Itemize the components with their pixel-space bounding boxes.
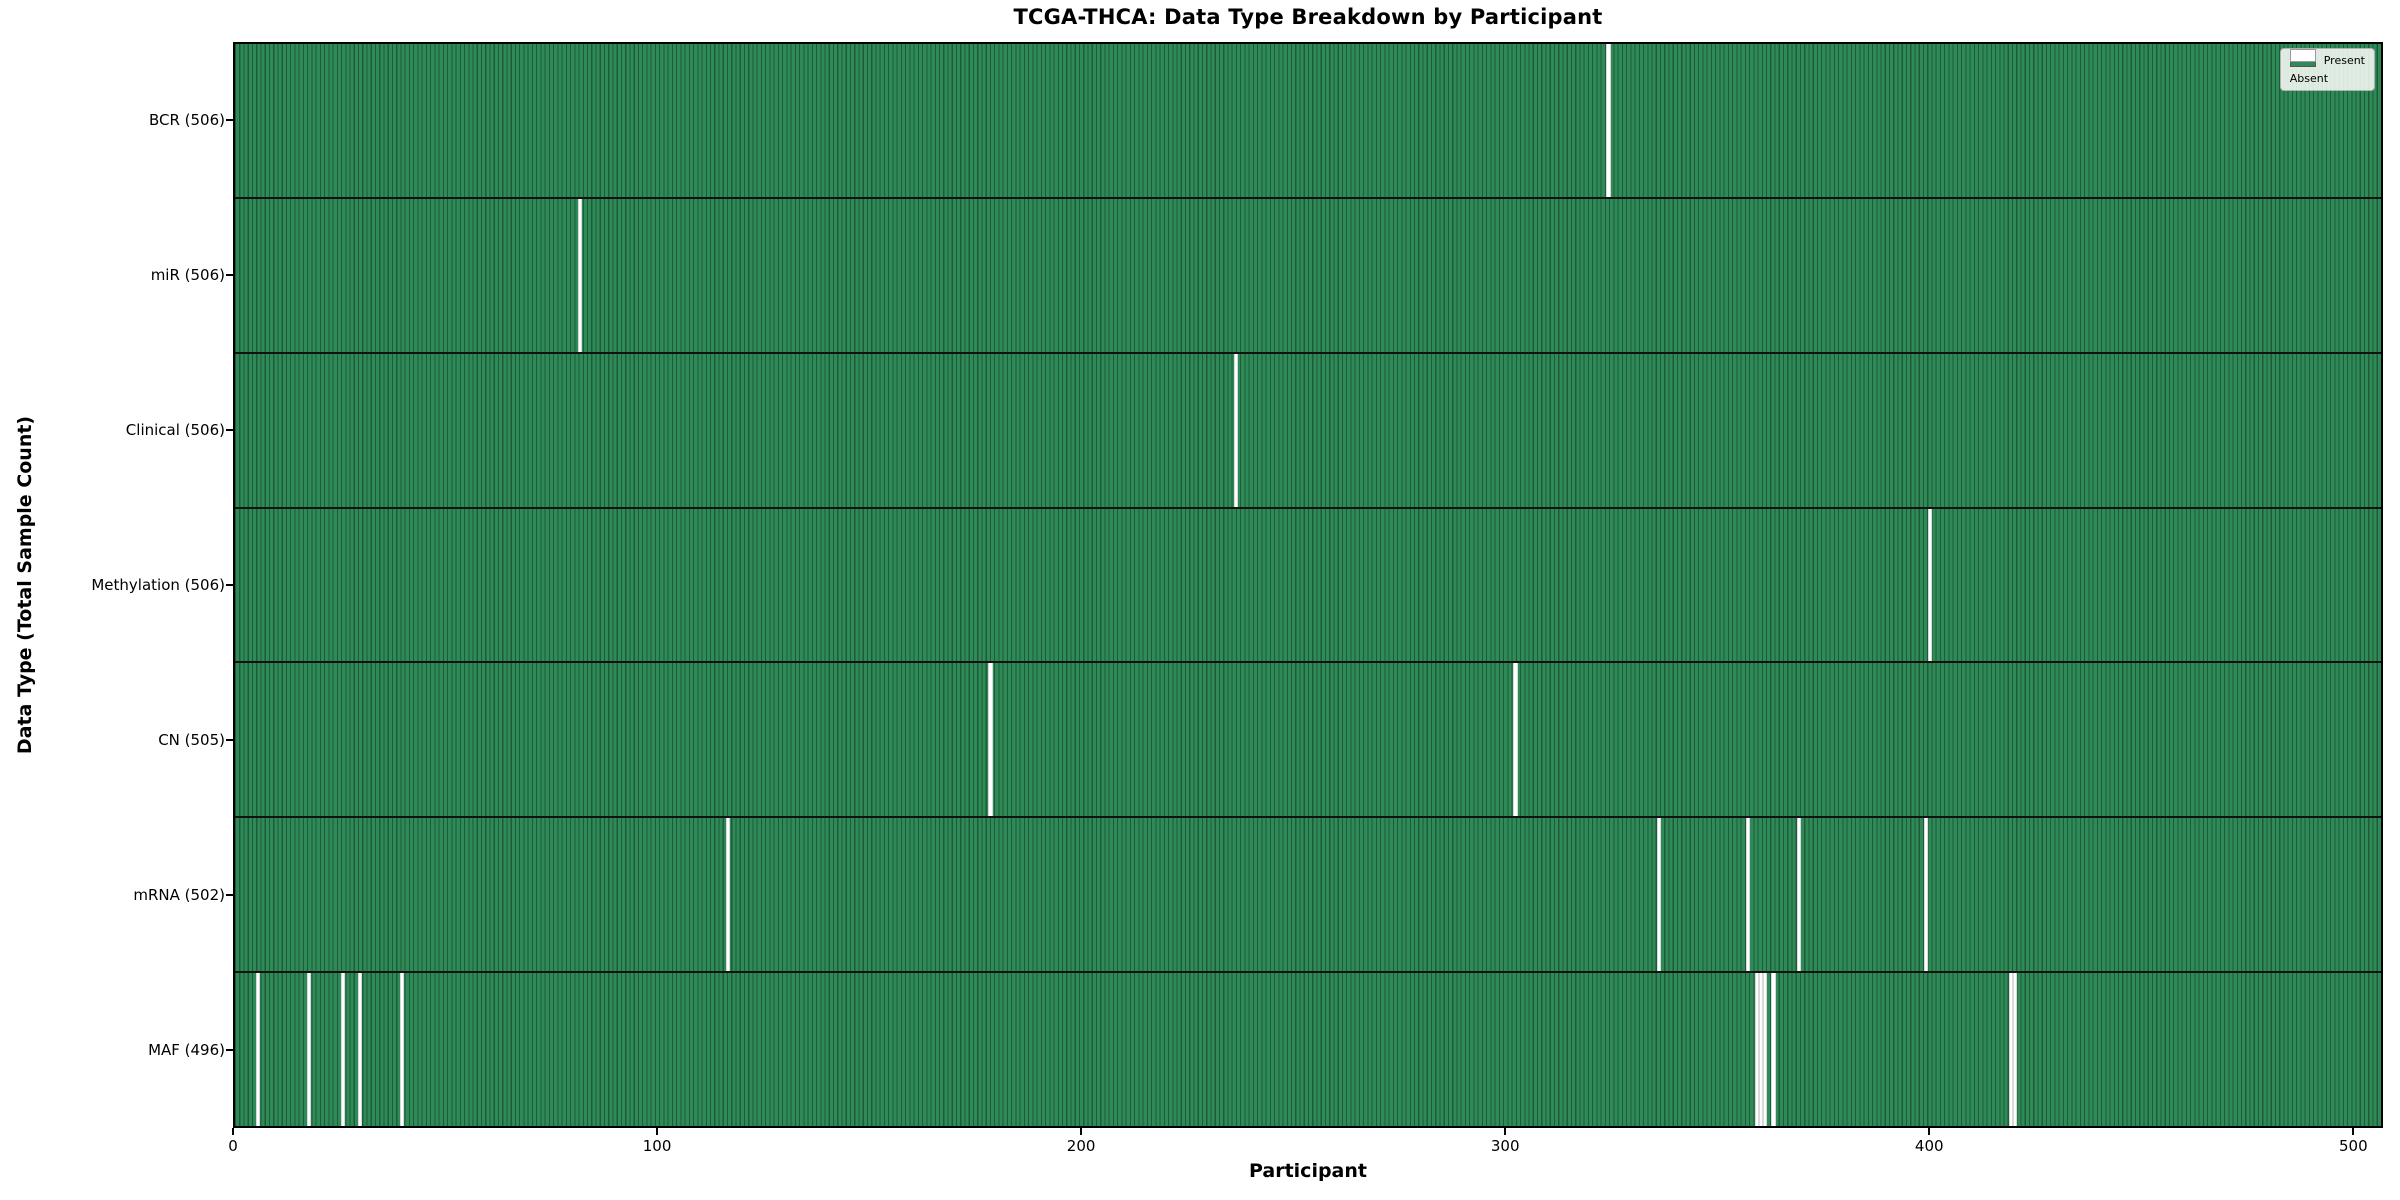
x-tick-label: 400 bbox=[1914, 1137, 1944, 1155]
absent-marker bbox=[357, 973, 362, 1127]
absent-marker bbox=[725, 818, 731, 972]
x-tick-mark bbox=[1080, 1128, 1083, 1135]
absent-marker bbox=[1796, 818, 1802, 972]
y-tick-label: Methylation (506) bbox=[91, 576, 225, 594]
y-tick-mark bbox=[226, 428, 233, 431]
x-tick-label: 0 bbox=[228, 1137, 238, 1155]
x-tick-label: 300 bbox=[1490, 1137, 1520, 1155]
legend: Present Absent bbox=[2279, 48, 2375, 91]
y-tick-label: Clinical (506) bbox=[125, 420, 225, 439]
x-axis-label: Participant bbox=[1248, 1160, 1367, 1182]
absent-marker bbox=[1233, 353, 1239, 507]
absent-marker bbox=[306, 973, 312, 1127]
absent-swatch-icon bbox=[2289, 49, 2316, 62]
absent-marker bbox=[1746, 818, 1751, 972]
absent-marker bbox=[1758, 973, 1763, 1127]
chart-title: TCGA-THCA: Data Type Breakdown by Partic… bbox=[1013, 5, 1603, 29]
y-tick-label: CN (505) bbox=[158, 731, 225, 750]
absent-marker bbox=[400, 973, 405, 1127]
y-tick-mark bbox=[226, 584, 233, 586]
absent-marker bbox=[577, 198, 583, 352]
absent-marker bbox=[256, 973, 261, 1127]
y-tick-mark bbox=[226, 118, 233, 121]
y-tick-label: miR (506) bbox=[150, 265, 225, 284]
row-bcr bbox=[235, 44, 2381, 199]
row-clinical bbox=[235, 353, 2381, 509]
x-tick-label: 100 bbox=[642, 1137, 672, 1155]
absent-marker bbox=[1513, 663, 1518, 817]
y-tick-mark bbox=[226, 1049, 233, 1052]
absent-marker bbox=[2012, 973, 2017, 1127]
x-tick-mark bbox=[1928, 1128, 1931, 1135]
y-tick-mark bbox=[226, 894, 233, 897]
row-maf bbox=[235, 973, 2381, 1127]
y-tick-label: mRNA (502) bbox=[133, 886, 225, 905]
row-cn bbox=[235, 663, 2381, 819]
absent-marker bbox=[1763, 973, 1768, 1127]
absent-marker bbox=[988, 663, 993, 817]
y-tick-mark bbox=[226, 273, 233, 276]
x-tick-mark bbox=[1504, 1128, 1507, 1135]
legend-label-present: Present bbox=[2323, 54, 2365, 67]
absent-marker bbox=[2008, 973, 2013, 1127]
row-mir bbox=[235, 198, 2381, 354]
x-tick-label: 200 bbox=[1066, 1137, 1096, 1155]
row-mrna bbox=[235, 818, 2381, 974]
legend-item-absent: Absent bbox=[2289, 49, 2365, 85]
absent-marker bbox=[1928, 508, 1933, 662]
y-tick-mark bbox=[226, 739, 233, 742]
legend-label-absent: Absent bbox=[2289, 72, 2329, 85]
x-tick-mark bbox=[232, 1128, 234, 1135]
plot-area: Present Absent bbox=[233, 42, 2383, 1128]
absent-marker bbox=[1606, 44, 1611, 197]
absent-marker bbox=[1754, 973, 1759, 1127]
y-tick-label: MAF (496) bbox=[148, 1041, 225, 1060]
absent-marker bbox=[340, 973, 346, 1127]
absent-marker bbox=[1771, 973, 1776, 1127]
y-axis-label: Data Type (Total Sample Count) bbox=[14, 415, 36, 755]
rows-container bbox=[235, 44, 2381, 1127]
absent-marker bbox=[1657, 818, 1662, 972]
x-tick-mark bbox=[2352, 1128, 2355, 1135]
x-tick-label: 500 bbox=[2338, 1137, 2368, 1155]
x-tick-mark bbox=[656, 1128, 659, 1135]
absent-marker bbox=[1923, 818, 1929, 972]
row-methylation bbox=[235, 508, 2381, 664]
y-tick-label: BCR (506) bbox=[148, 110, 225, 129]
